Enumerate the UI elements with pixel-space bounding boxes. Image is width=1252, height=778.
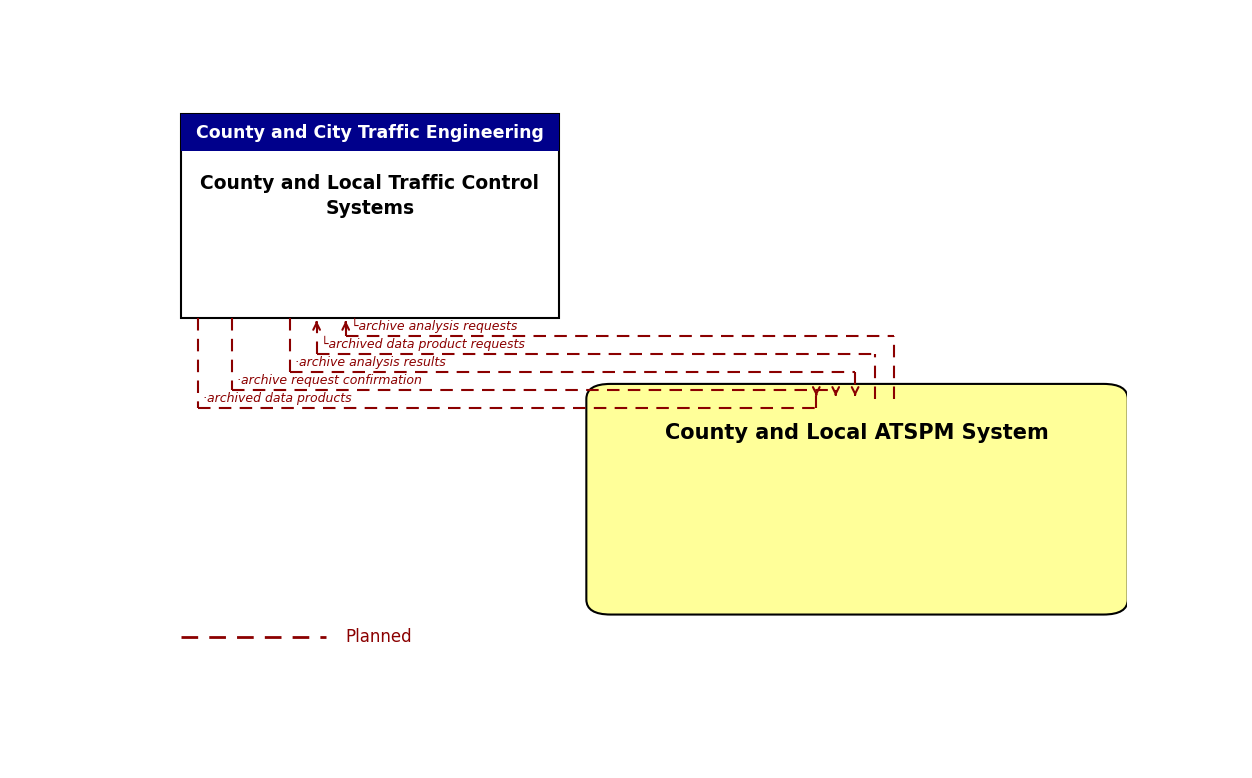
FancyBboxPatch shape [180,114,560,152]
Text: Planned: Planned [346,629,412,647]
FancyBboxPatch shape [180,114,560,318]
Text: County and Local Traffic Control
Systems: County and Local Traffic Control Systems [200,173,540,218]
FancyBboxPatch shape [586,384,1128,615]
Text: └archive analysis requests: └archive analysis requests [351,317,517,333]
Text: County and Local ATSPM System: County and Local ATSPM System [665,423,1049,443]
Text: ·archived data products: ·archived data products [203,392,352,405]
Text: └archived data product requests: └archived data product requests [322,336,526,351]
Text: ·archive analysis results: ·archive analysis results [295,356,446,369]
Text: County and City Traffic Engineering: County and City Traffic Engineering [197,124,543,142]
Text: ·archive request confirmation: ·archive request confirmation [237,374,422,387]
